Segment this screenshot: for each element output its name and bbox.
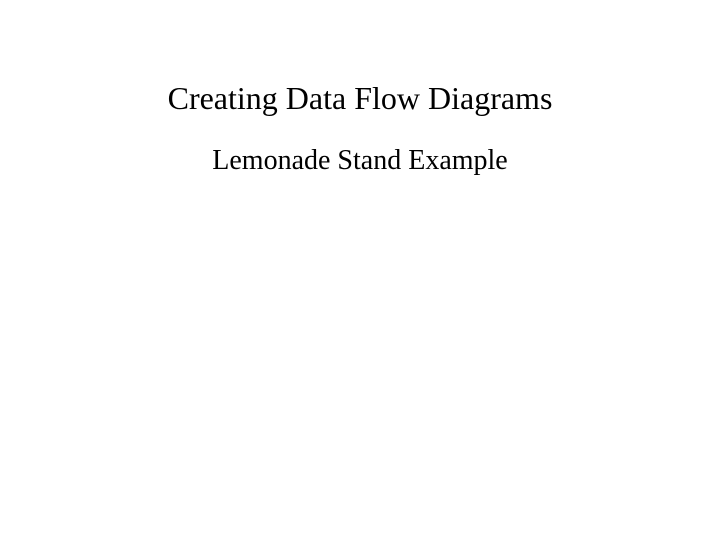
slide-container: Creating Data Flow Diagrams Lemonade Sta…	[0, 0, 720, 540]
slide-subtitle: Lemonade Stand Example	[0, 145, 720, 177]
slide-title: Creating Data Flow Diagrams	[0, 80, 720, 117]
